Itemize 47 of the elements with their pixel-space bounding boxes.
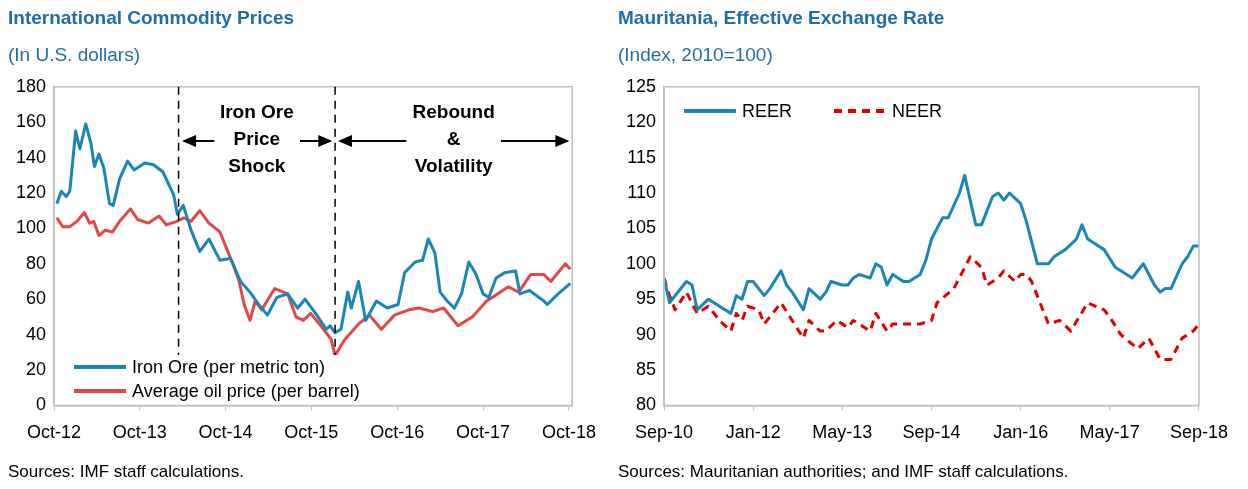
x-tick-label: Oct-13 bbox=[112, 422, 167, 443]
y-tick-label: 120 bbox=[15, 181, 47, 202]
legend-label: Iron Ore (per metric ton) bbox=[132, 356, 326, 380]
y-tick-label: 0 bbox=[36, 394, 47, 415]
x-tick-label: Oct-14 bbox=[198, 422, 253, 443]
x-tick-label: Oct-15 bbox=[284, 422, 339, 443]
y-tick-label: 90 bbox=[636, 323, 657, 344]
x-tick-label: Jan-12 bbox=[725, 422, 781, 443]
chart-subtitle: (Index, 2010=100) bbox=[618, 43, 774, 67]
y-tick-label: 60 bbox=[26, 288, 47, 309]
legend-label: REER bbox=[742, 99, 793, 123]
y-tick-label: 125 bbox=[625, 75, 657, 96]
annotation: Iron Ore Price Shock bbox=[219, 101, 294, 177]
y-tick-label: 95 bbox=[636, 288, 657, 309]
chart-title: International Commodity Prices bbox=[8, 7, 296, 28]
y-tick-label: 40 bbox=[26, 323, 47, 344]
y-tick-label: 160 bbox=[15, 111, 47, 132]
x-tick-label: May-13 bbox=[812, 422, 873, 443]
y-tick-label: 120 bbox=[625, 111, 657, 132]
x-tick-label: Oct-18 bbox=[541, 422, 596, 443]
chart-title: Mauritania, Effective Exchange Rate bbox=[618, 7, 946, 28]
x-tick-label: Sep-10 bbox=[635, 422, 694, 443]
x-tick-label: Jan-16 bbox=[993, 422, 1049, 443]
y-tick-label: 115 bbox=[627, 146, 657, 167]
x-tick-label: Oct-12 bbox=[27, 422, 82, 443]
x-tick-label: Sep-14 bbox=[902, 422, 961, 443]
x-tick-label: Sep-18 bbox=[1169, 422, 1228, 443]
source-note: Sources: Mauritanian authorities; and IMF staff calculations. bbox=[618, 461, 1070, 483]
y-tick-label: 20 bbox=[26, 358, 47, 379]
source-note: Sources: IMF staff calculations. bbox=[8, 461, 245, 483]
line-series bbox=[664, 255, 1199, 361]
y-tick-label: 105 bbox=[625, 217, 657, 238]
y-tick-label: 180 bbox=[15, 75, 47, 96]
chart-subtitle: (In U.S. dollars) bbox=[8, 43, 141, 67]
legend-label: NEER bbox=[892, 99, 943, 123]
y-tick-label: 100 bbox=[625, 252, 657, 273]
x-tick-label: Oct-16 bbox=[370, 422, 425, 443]
y-tick-label: 85 bbox=[636, 358, 657, 379]
x-tick-label: Oct-17 bbox=[456, 422, 511, 443]
y-tick-label: 80 bbox=[636, 394, 657, 415]
y-tick-label: 110 bbox=[627, 181, 657, 202]
legend-label: Average oil price (per barrel) bbox=[132, 380, 360, 404]
annotation: Rebound & Volatility bbox=[412, 101, 495, 177]
y-tick-label: 100 bbox=[15, 217, 47, 238]
y-tick-label: 140 bbox=[15, 146, 47, 167]
y-tick-label: 80 bbox=[26, 252, 47, 273]
x-tick-label: May-17 bbox=[1079, 422, 1140, 443]
